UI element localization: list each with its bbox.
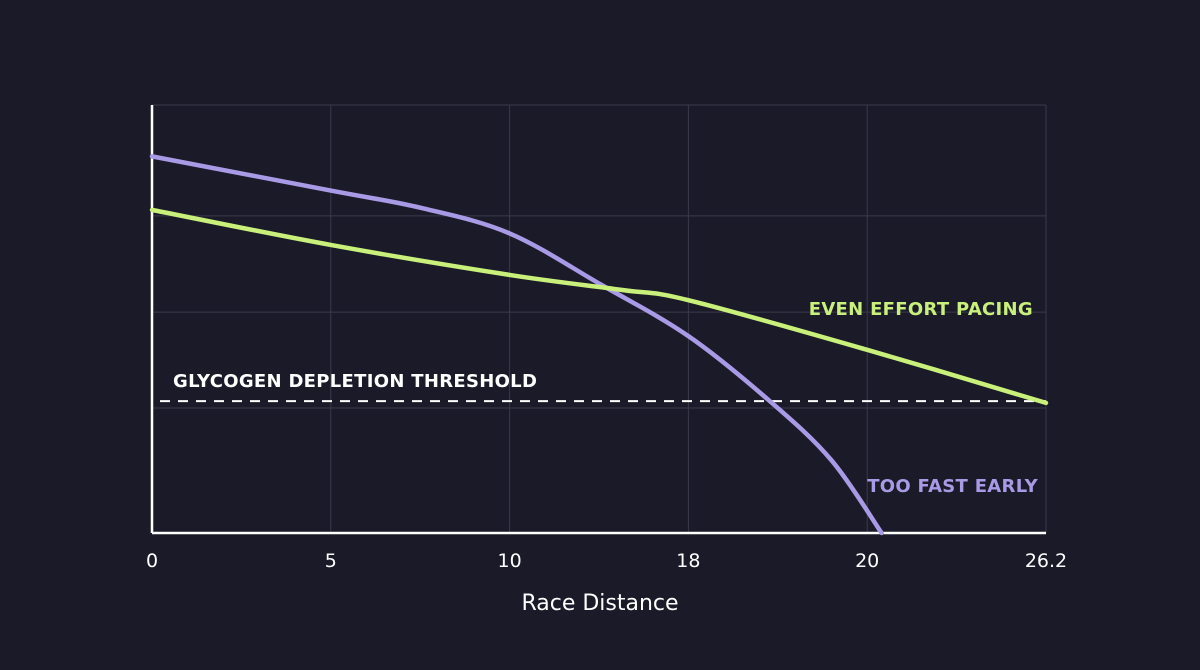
x-tick-label: 10: [498, 550, 522, 572]
x-tick-label: 18: [676, 550, 700, 572]
x-axis-label: Race Distance: [521, 591, 678, 616]
threshold-label: GLYCOGEN DEPLETION THRESHOLD: [173, 371, 537, 392]
x-tick-label: 0: [146, 550, 158, 572]
x-tick-label: 20: [855, 550, 879, 572]
x-tick-label: 5: [325, 550, 337, 572]
x-tick-label: 26.2: [1025, 550, 1067, 572]
series-line-0: [149, 154, 884, 536]
series-label-even-effort: EVEN EFFORT PACING: [809, 299, 1033, 320]
series-line-1: [149, 207, 1049, 406]
grid: [152, 104, 1047, 533]
series-label-too-fast: TOO FAST EARLY: [867, 476, 1038, 497]
